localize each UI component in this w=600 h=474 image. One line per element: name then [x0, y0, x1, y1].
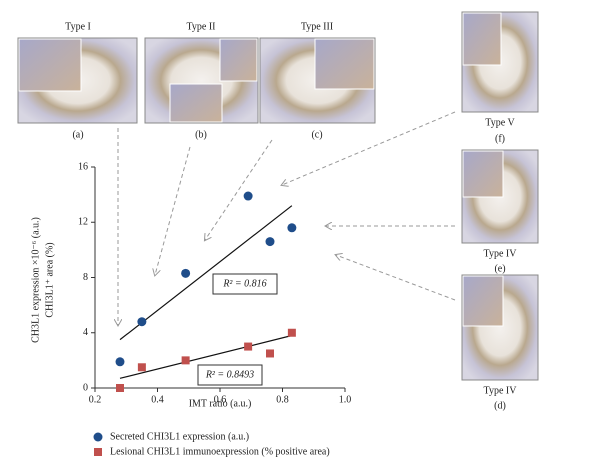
x-tick-label: 0.4 [151, 394, 164, 405]
point [115, 357, 125, 367]
point [181, 356, 190, 365]
annotation: R² = 0.8493 [205, 369, 254, 380]
x-tick-label: 0.6 [214, 394, 227, 405]
panel-label: (e) [494, 263, 505, 274]
point [287, 328, 296, 337]
fit-line [119, 334, 293, 379]
panel-title: Type IV [484, 385, 518, 396]
point [181, 268, 191, 278]
fit-line [119, 205, 293, 341]
panel-title: Type IV [484, 248, 518, 259]
y-tick-label: 12 [78, 217, 88, 228]
point [243, 191, 253, 201]
x-tick-label: 1.0 [339, 394, 352, 405]
panel-label: (d) [494, 400, 506, 411]
micrographs [17, 11, 539, 381]
point [137, 317, 147, 327]
legend-label: Lesional CHI3L1 immunoexpression (% posi… [110, 446, 330, 457]
legend-label: Secreted CHI3L1 expression (a.u.) [110, 431, 249, 442]
x-axis-label: IMT ratio (a.u.) [189, 398, 252, 409]
legend-marker [94, 448, 102, 456]
y-tick-label: 4 [83, 327, 88, 338]
y-tick-label: 16 [78, 161, 88, 172]
point [265, 237, 275, 247]
legend-marker [93, 432, 103, 442]
arrows [118, 111, 456, 325]
annotation-box [197, 364, 263, 386]
panel-label: (b) [195, 129, 207, 140]
annotation: R² = 0.816 [222, 278, 266, 289]
panel-title: Type II [186, 21, 215, 32]
panel-label: (f) [495, 133, 505, 144]
point [244, 342, 253, 351]
point [266, 349, 274, 358]
y-axis-label: CH3L1 expression ×10⁻⁶ (a.u.) [30, 217, 41, 343]
panel-label: (a) [72, 129, 83, 140]
annotation-box [212, 273, 278, 295]
panel-title: Type I [65, 21, 91, 32]
point [287, 223, 297, 233]
panel-label: (c) [311, 129, 322, 140]
y-axis-label: CHI3L1⁺ area (%) [44, 242, 55, 317]
panel-title: Type V [485, 117, 515, 128]
point [137, 363, 146, 372]
point [116, 384, 124, 392]
y-tick-label: 8 [83, 272, 88, 283]
y-tick-label: 0 [83, 382, 88, 393]
x-tick-label: 0.2 [89, 394, 102, 405]
x-tick-label: 0.8 [276, 394, 289, 405]
panel-title: Type III [301, 21, 333, 32]
